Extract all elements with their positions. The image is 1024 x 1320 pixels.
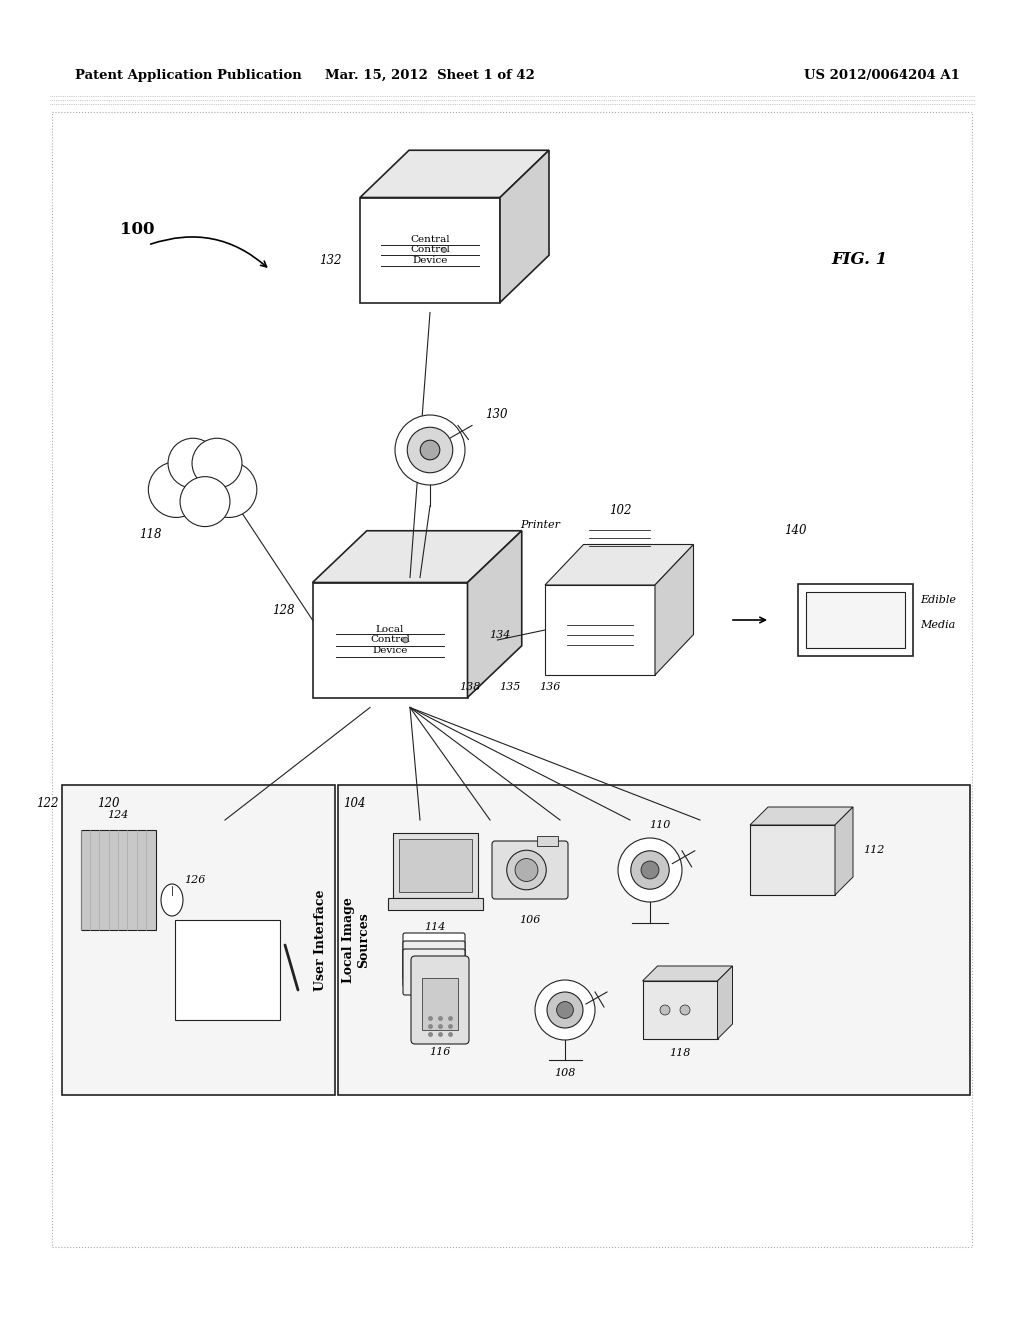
FancyBboxPatch shape <box>81 830 156 931</box>
Circle shape <box>547 993 583 1028</box>
Polygon shape <box>312 582 468 697</box>
Polygon shape <box>312 531 522 582</box>
Text: 130: 130 <box>485 408 508 421</box>
FancyBboxPatch shape <box>798 583 912 656</box>
Text: 126: 126 <box>184 875 206 884</box>
Circle shape <box>395 414 465 484</box>
Polygon shape <box>655 544 693 675</box>
Text: FIG. 1: FIG. 1 <box>831 252 888 268</box>
Text: 128: 128 <box>272 603 295 616</box>
FancyBboxPatch shape <box>422 978 458 1030</box>
Text: Edible: Edible <box>921 595 956 605</box>
Polygon shape <box>360 198 500 302</box>
Circle shape <box>168 438 218 488</box>
Text: Patent Application Publication: Patent Application Publication <box>75 69 302 82</box>
Text: Local
Control
Device: Local Control Device <box>370 626 410 655</box>
Text: Central
Control
Device: Central Control Device <box>410 235 450 265</box>
Text: 106: 106 <box>519 915 541 925</box>
Text: 134: 134 <box>489 630 511 640</box>
Circle shape <box>557 1002 573 1019</box>
Text: 127: 127 <box>214 964 241 977</box>
Text: 102: 102 <box>608 503 631 516</box>
Text: 118: 118 <box>138 528 161 541</box>
FancyBboxPatch shape <box>403 933 465 979</box>
Text: 132: 132 <box>319 253 342 267</box>
Polygon shape <box>545 585 655 675</box>
Polygon shape <box>718 966 732 1039</box>
Text: 140: 140 <box>783 524 806 536</box>
Text: 116: 116 <box>429 1047 451 1057</box>
Text: Mar. 15, 2012  Sheet 1 of 42: Mar. 15, 2012 Sheet 1 of 42 <box>325 69 535 82</box>
Circle shape <box>680 1005 690 1015</box>
Text: 122: 122 <box>37 797 59 810</box>
Circle shape <box>535 979 595 1040</box>
FancyBboxPatch shape <box>398 838 471 891</box>
Text: Printer: Printer <box>520 520 560 531</box>
Polygon shape <box>750 807 853 825</box>
Circle shape <box>660 1005 670 1015</box>
Polygon shape <box>500 150 549 302</box>
FancyBboxPatch shape <box>537 836 558 846</box>
Text: 136: 136 <box>540 682 561 692</box>
Text: 120: 120 <box>97 797 120 810</box>
FancyBboxPatch shape <box>338 785 970 1096</box>
Text: User Interface: User Interface <box>313 890 327 991</box>
Text: 104: 104 <box>343 797 366 810</box>
FancyBboxPatch shape <box>403 941 465 987</box>
FancyBboxPatch shape <box>411 956 469 1044</box>
Circle shape <box>618 838 682 902</box>
Circle shape <box>201 462 257 517</box>
Polygon shape <box>835 807 853 895</box>
Polygon shape <box>360 150 549 198</box>
Circle shape <box>515 858 538 882</box>
Text: 112: 112 <box>863 845 885 855</box>
FancyBboxPatch shape <box>62 785 335 1096</box>
Circle shape <box>631 851 670 890</box>
Circle shape <box>180 477 230 527</box>
Circle shape <box>148 462 204 517</box>
Circle shape <box>507 850 546 890</box>
Polygon shape <box>642 966 732 981</box>
Text: 118: 118 <box>670 1048 690 1059</box>
FancyBboxPatch shape <box>387 898 482 909</box>
FancyBboxPatch shape <box>642 981 718 1039</box>
Circle shape <box>193 438 242 488</box>
Text: 100: 100 <box>120 222 155 239</box>
Circle shape <box>169 444 241 516</box>
Circle shape <box>402 638 409 643</box>
Text: 124: 124 <box>108 810 129 820</box>
Circle shape <box>441 247 446 252</box>
Text: 114: 114 <box>424 923 445 932</box>
Circle shape <box>641 861 659 879</box>
Polygon shape <box>545 544 693 585</box>
Polygon shape <box>468 531 522 697</box>
Text: 135: 135 <box>500 682 520 692</box>
Text: Local Image
Sources: Local Image Sources <box>342 898 370 983</box>
FancyBboxPatch shape <box>492 841 568 899</box>
FancyBboxPatch shape <box>750 825 835 895</box>
FancyBboxPatch shape <box>392 833 477 898</box>
Circle shape <box>420 440 439 459</box>
FancyBboxPatch shape <box>403 949 465 995</box>
FancyBboxPatch shape <box>175 920 280 1020</box>
Text: 108: 108 <box>554 1068 575 1078</box>
Text: Media: Media <box>921 620 955 630</box>
Ellipse shape <box>161 884 183 916</box>
Text: 138: 138 <box>460 682 480 692</box>
Text: US 2012/0064204 A1: US 2012/0064204 A1 <box>804 69 961 82</box>
Text: 110: 110 <box>649 820 671 830</box>
Circle shape <box>408 428 453 473</box>
FancyBboxPatch shape <box>806 591 904 648</box>
